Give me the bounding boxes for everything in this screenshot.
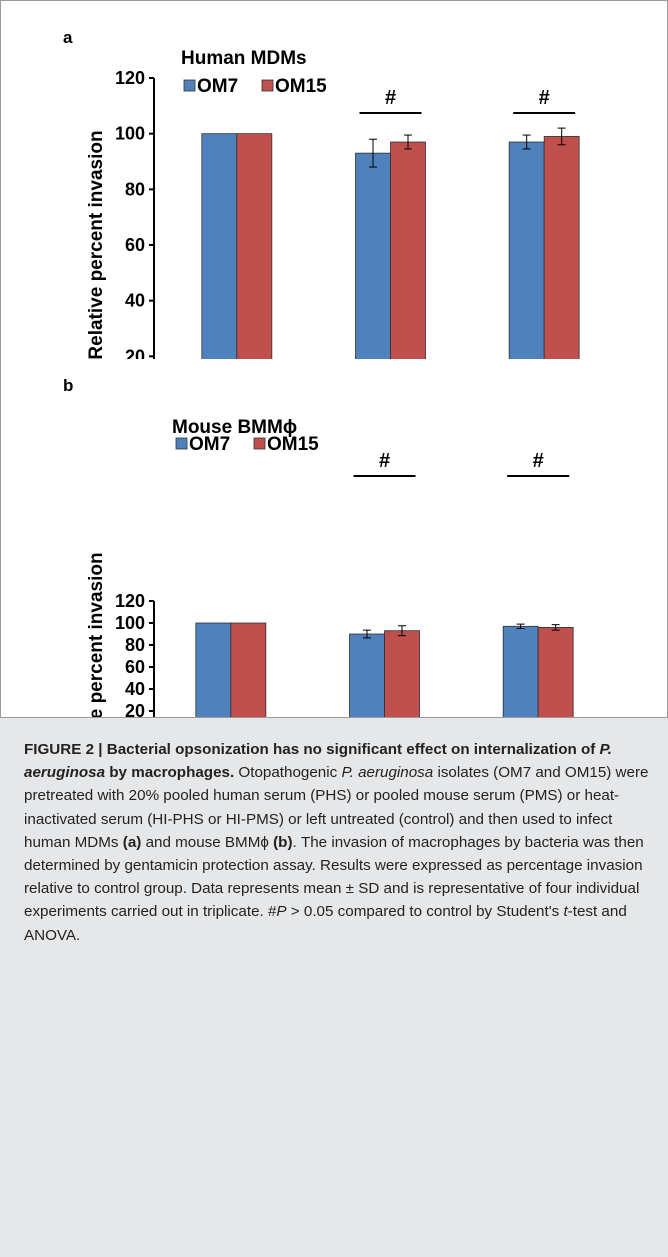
legend-swatch-om15 xyxy=(261,79,274,92)
legend-label-om7: OM7 xyxy=(189,434,230,455)
chart-title: Human MDMs xyxy=(181,48,307,69)
caption-text-3: and mouse BMMϕ xyxy=(145,833,269,851)
caption-p-symbol: P xyxy=(276,903,287,921)
legend-label-om7: OM7 xyxy=(197,76,238,97)
bar-om15-hi-pms xyxy=(537,626,574,717)
bar-om15-pms xyxy=(384,630,420,717)
caption-text-2: isolates (OM7 and OM15) were pretreated … xyxy=(24,764,649,851)
caption-text-6: -test and ANOVA. xyxy=(24,903,627,944)
y-tick-label: 120 xyxy=(115,591,145,611)
legend-label-om15: OM15 xyxy=(267,434,319,455)
bar-om7-hi-pms xyxy=(502,625,539,717)
caption-ref-a: (a) xyxy=(122,833,142,851)
caption-text-1: Otopathogenic xyxy=(238,764,338,782)
y-tick-label: 80 xyxy=(125,179,145,199)
caption-title: FIGURE 2 | Bacterial opsonization has no… xyxy=(24,741,596,758)
chart-title: Mouse BMMϕ xyxy=(172,417,297,438)
panel-label: b xyxy=(63,376,73,395)
caption-t-symbol: t xyxy=(563,903,568,921)
y-tick-label: 80 xyxy=(125,635,145,655)
y-axis-label: Relative percent invasion xyxy=(86,130,107,359)
figure-box: a Human MDMs OM7 OM15 Relative percent invas… xyxy=(0,0,668,718)
y-tick-label: 40 xyxy=(125,679,145,699)
y-tick-label: 60 xyxy=(125,235,145,255)
significance-mark: # xyxy=(539,87,550,109)
bar-om7-control xyxy=(195,622,232,717)
y-tick-label: 60 xyxy=(125,657,145,677)
bar-om15-phs xyxy=(390,141,426,359)
figure-caption: FIGURE 2 | Bacterial opsonization has no… xyxy=(0,718,668,1257)
legend-label-om15: OM15 xyxy=(275,76,327,97)
caption-title-species: P. aeruginosa xyxy=(24,741,612,782)
legend-swatch-om7 xyxy=(183,79,196,92)
y-tick-label: 20 xyxy=(125,701,145,717)
caption-text-4: . The invasion of macrophages by bacteri… xyxy=(24,833,644,921)
significance-mark: # xyxy=(385,87,396,109)
caption-species: P. aeruginosa xyxy=(341,764,434,782)
bar-om7-pms xyxy=(349,633,385,717)
bar-om15-control xyxy=(230,622,267,717)
legend-swatch-om7 xyxy=(175,437,188,450)
y-tick-label: 120 xyxy=(115,68,145,88)
bar-om7-phs xyxy=(355,152,391,359)
y-tick-label: 40 xyxy=(125,291,145,311)
bar-om15-control xyxy=(236,133,273,359)
y-tick-label: 20 xyxy=(125,346,145,359)
caption-title-end: by macrophages. xyxy=(109,764,235,782)
bar-om15-hi-phs xyxy=(543,136,580,359)
legend-swatch-om15 xyxy=(253,437,266,450)
caption-ref-b: (b) xyxy=(273,833,293,851)
y-axis-label: Relative percent invasion xyxy=(86,552,107,717)
bar-om7-hi-phs xyxy=(508,141,545,359)
panel-label: a xyxy=(63,28,73,47)
chart-panel-a: a Human MDMs OM7 OM15 Relative percent invas… xyxy=(63,28,580,359)
y-tick-label: 100 xyxy=(115,124,145,144)
significance-mark: # xyxy=(533,450,544,472)
bar-om7-control xyxy=(201,133,238,359)
caption-text-5: > 0.05 compared to control by Student's xyxy=(290,903,560,921)
y-tick-label: 100 xyxy=(115,613,145,633)
significance-mark: # xyxy=(379,450,390,472)
